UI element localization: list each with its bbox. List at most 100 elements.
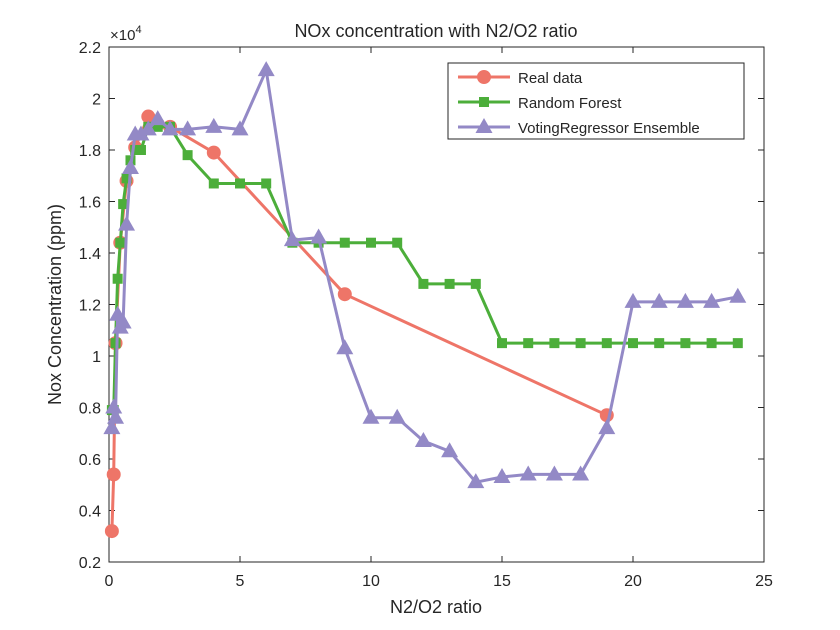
data-point xyxy=(493,468,511,484)
data-point xyxy=(152,121,163,132)
data-point xyxy=(339,237,350,248)
y-tick-label: 1 xyxy=(92,349,101,366)
series-votingregressor-ensemble xyxy=(103,61,747,489)
series-layer xyxy=(103,61,747,539)
data-point xyxy=(257,61,275,77)
data-point xyxy=(114,313,132,329)
data-point xyxy=(680,338,691,349)
data-point xyxy=(676,292,694,308)
data-point xyxy=(650,292,668,308)
data-point xyxy=(703,292,721,308)
data-point xyxy=(706,338,717,349)
data-point xyxy=(337,287,352,302)
data-point xyxy=(362,408,380,424)
data-point xyxy=(105,398,123,414)
x-tick-label: 5 xyxy=(236,573,245,590)
y-tick-label: 0.4 xyxy=(79,504,101,521)
data-point xyxy=(118,215,136,231)
data-point xyxy=(261,178,272,189)
data-point xyxy=(545,465,563,481)
data-point xyxy=(572,465,590,481)
data-point xyxy=(729,287,747,303)
data-point xyxy=(179,120,197,136)
y-tick-label: 0.8 xyxy=(79,401,101,418)
x-tick-label: 10 xyxy=(362,573,380,590)
y-tick-label: 1.8 xyxy=(79,143,101,160)
data-point xyxy=(732,338,743,349)
axis-ticks: 0 5 10 15 20 25 0.2 0.4 0.6 0.8 1 1.2 1.4 1.6 1.8 2 2.2 xyxy=(79,40,773,590)
data-point xyxy=(206,145,221,160)
y-tick-label: 1.2 xyxy=(79,298,101,315)
data-point xyxy=(598,419,616,435)
data-point xyxy=(118,199,129,210)
data-point xyxy=(283,231,301,247)
data-point xyxy=(519,465,537,481)
data-point xyxy=(107,408,125,424)
data-point xyxy=(549,338,560,349)
y-tick-label: 0.2 xyxy=(79,555,101,572)
legend-entry: VotingRegressor Ensemble xyxy=(458,118,700,137)
data-point xyxy=(654,338,665,349)
legend-label: VotingRegressor Ensemble xyxy=(518,120,700,137)
legend-swatch-marker xyxy=(477,70,491,84)
data-point xyxy=(414,431,432,447)
legend-swatch-marker xyxy=(479,97,489,107)
legend-entry: Random Forest xyxy=(458,95,622,112)
data-point xyxy=(135,145,146,155)
legend: Real data Random Forest VotingRegressor En… xyxy=(447,62,745,140)
data-point xyxy=(103,419,121,435)
data-point xyxy=(392,237,403,248)
data-point xyxy=(208,178,219,189)
data-point xyxy=(366,237,376,248)
data-point xyxy=(336,339,354,355)
y-tick-label: 2 xyxy=(92,92,101,109)
x-tick-label: 20 xyxy=(624,573,642,590)
data-point xyxy=(601,338,612,349)
data-point xyxy=(161,120,179,136)
y-tick-label: 2.2 xyxy=(79,40,101,57)
x-tick-label: 0 xyxy=(105,573,114,590)
x-tick-label: 15 xyxy=(493,573,511,590)
data-point xyxy=(115,237,126,248)
x-tick-label: 25 xyxy=(755,573,773,590)
data-point xyxy=(121,173,132,184)
legend-swatch-marker xyxy=(475,118,493,133)
data-point xyxy=(444,278,455,289)
data-point xyxy=(112,273,123,284)
data-point xyxy=(121,159,139,175)
data-point xyxy=(130,145,141,155)
y-tick-label: 0.6 xyxy=(79,452,101,469)
legend-items: Real data Random Forest VotingRegressor En… xyxy=(458,70,700,137)
data-point xyxy=(523,338,534,349)
data-point xyxy=(235,178,245,189)
data-point xyxy=(132,125,150,141)
data-point xyxy=(310,228,328,244)
data-point xyxy=(139,120,157,136)
data-point xyxy=(104,524,119,539)
x-axis-label: N2/O2 ratio xyxy=(390,597,482,617)
y-axis-label: Nox Concentration (ppm) xyxy=(45,204,65,405)
y-tick-label: 1.4 xyxy=(79,246,101,263)
y-exponent-power: 4 xyxy=(135,24,141,36)
data-point xyxy=(628,338,638,349)
data-point xyxy=(470,278,481,289)
data-point xyxy=(418,278,429,289)
data-point xyxy=(624,292,642,308)
data-point xyxy=(388,408,406,424)
data-point xyxy=(467,473,485,489)
data-point xyxy=(441,442,459,458)
y-exponent-label: ×104 xyxy=(110,24,142,44)
data-point xyxy=(497,338,507,349)
chart-title: NOx concentration with N2/O2 ratio xyxy=(294,21,577,41)
data-point xyxy=(205,117,223,133)
data-point xyxy=(106,467,121,482)
data-point xyxy=(575,338,586,349)
legend-entry: Real data xyxy=(458,70,583,87)
data-point xyxy=(149,110,167,126)
legend-label: Real data xyxy=(518,70,583,87)
data-point xyxy=(231,120,249,136)
data-point xyxy=(182,150,193,161)
legend-label: Random Forest xyxy=(518,95,622,112)
y-tick-label: 1.6 xyxy=(79,195,101,212)
